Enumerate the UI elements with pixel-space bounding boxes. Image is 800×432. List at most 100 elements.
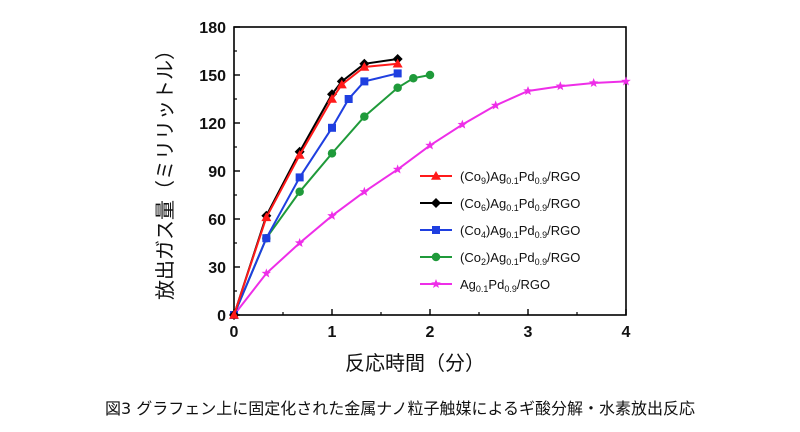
legend-subscript: 9 [481, 176, 486, 186]
legend-text-part: /RGO [517, 277, 550, 292]
legend-subscript: 0.9 [504, 284, 517, 294]
data-point-star [490, 100, 501, 110]
data-point-square [393, 69, 402, 78]
legend-label: (Co6)Ag0.1Pd0.9/RGO [460, 196, 580, 213]
data-point-star [425, 140, 435, 150]
legend-text-part: (Co [460, 196, 481, 211]
x-tick-label: 1 [328, 324, 337, 341]
legend-subscript: 0.1 [506, 230, 519, 240]
legend-subscript: 4 [481, 230, 486, 240]
legend-label: (Co2)Ag0.1Pd0.9/RGO [460, 250, 580, 267]
y-axis-title: 放出ガス量（ミリリットル） [153, 40, 177, 300]
legend-subscript: 0.1 [506, 176, 519, 186]
data-point-diamond [431, 198, 441, 208]
x-tick-label: 0 [230, 324, 239, 341]
data-point-square [328, 123, 336, 132]
data-point-star [392, 164, 403, 174]
data-point-star [523, 86, 533, 96]
data-point-circle [431, 252, 441, 262]
y-tick-label: 30 [208, 260, 226, 277]
x-tick-label: 3 [524, 324, 533, 341]
x-tick-label: 4 [622, 324, 631, 341]
data-point-circle [409, 73, 418, 83]
legend-subscript: 0.1 [506, 257, 519, 267]
legend-text-part: Pd [519, 223, 535, 238]
legend-entry: Ag0.1Pd0.9/RGO [420, 277, 550, 294]
legend-subscript: 0.9 [535, 176, 548, 186]
legend-label: Ag0.1Pd0.9/RGO [460, 277, 550, 294]
legend-label: (Co9)Ag0.1Pd0.9/RGO [460, 169, 580, 186]
legend-subscript: 6 [481, 203, 486, 213]
legend-text-part: Pd [519, 196, 535, 211]
y-axis-ticks: 0 30 60 90 120 150 180 [199, 20, 240, 325]
legend-subscript: 0.1 [476, 284, 489, 294]
data-point-triangle [327, 94, 337, 103]
legend-text-part: /RGO [547, 196, 580, 211]
data-point-triangle [294, 150, 305, 159]
y-tick-label: 150 [199, 68, 226, 85]
data-point-triangle [261, 212, 272, 222]
legend-text-part: Ag [460, 277, 476, 292]
data-point-star [621, 76, 631, 86]
legend-text-part: /RGO [547, 169, 580, 184]
legend-text-part: Pd [519, 169, 535, 184]
y-tick-label: 90 [208, 164, 226, 181]
legend-text-part: Pd [488, 277, 504, 292]
series-layer [229, 54, 631, 320]
series-line [233, 74, 431, 316]
x-tick-label: 2 [426, 324, 435, 341]
legend-entry: (Co4)Ag0.1Pd0.9/RGO [420, 223, 580, 240]
data-point-square [344, 95, 353, 103]
legend-text-part: )Ag [486, 223, 506, 238]
legend-entry: (Co9)Ag0.1Pd0.9/RGO [420, 169, 580, 186]
data-point-triangle [431, 171, 441, 180]
data-point-circle [360, 112, 369, 121]
legend-label: (Co4)Ag0.1Pd0.9/RGO [460, 223, 580, 240]
legend-entry: (Co6)Ag0.1Pd0.9/RGO [420, 196, 580, 213]
data-point-star [294, 238, 305, 248]
data-point-circle [295, 187, 304, 197]
data-point-star [327, 210, 337, 220]
data-point-circle [327, 149, 337, 158]
x-axis-ticks: 0 1 2 3 4 [230, 309, 631, 341]
legend-text-part: )Ag [486, 250, 506, 265]
y-tick-label: 0 [217, 308, 226, 325]
series-0 [229, 58, 403, 319]
figure-caption: 図3 グラフェン上に固定化された金属ナノ粒子触媒によるギ酸分解・水素放出反応 [105, 399, 695, 418]
legend-text-part: /RGO [547, 250, 580, 265]
legend-text-part: )Ag [486, 196, 506, 211]
y-tick-label: 120 [199, 116, 226, 133]
legend-text-part: (Co [460, 223, 481, 238]
data-point-triangle [392, 58, 403, 68]
legend-subscript: 0.9 [535, 257, 548, 267]
data-point-star [359, 186, 370, 196]
data-point-square [295, 173, 304, 182]
data-point-triangle [336, 79, 347, 89]
series-line [233, 62, 398, 316]
legend-subscript: 2 [481, 257, 486, 267]
data-point-star [555, 81, 566, 91]
data-point-triangle [229, 310, 239, 319]
series-1 [229, 54, 403, 320]
legend-subscript: 0.9 [535, 203, 548, 213]
y-tick-label: 60 [208, 212, 226, 229]
data-point-square [432, 226, 440, 234]
x-axis-title: 反応時間（分） [345, 351, 485, 375]
data-point-circle [393, 83, 402, 93]
legend-text-part: /RGO [547, 223, 580, 238]
data-point-star [457, 119, 468, 129]
data-point-star [588, 78, 599, 88]
legend-entry: (Co2)Ag0.1Pd0.9/RGO [420, 250, 580, 267]
data-point-star [431, 279, 441, 289]
data-point-circle [425, 70, 435, 80]
data-point-triangle [359, 62, 370, 71]
y-tick-label: 180 [199, 20, 226, 37]
data-point-square [360, 77, 369, 86]
data-point-square [262, 234, 271, 243]
legend-subscript: 0.9 [535, 230, 548, 240]
legend-text-part: Pd [519, 250, 535, 265]
legend-text-part: (Co [460, 169, 481, 184]
legend: (Co9)Ag0.1Pd0.9/RGO(Co6)Ag0.1Pd0.9/RGO(C… [420, 169, 580, 294]
legend-subscript: 0.1 [506, 203, 519, 213]
